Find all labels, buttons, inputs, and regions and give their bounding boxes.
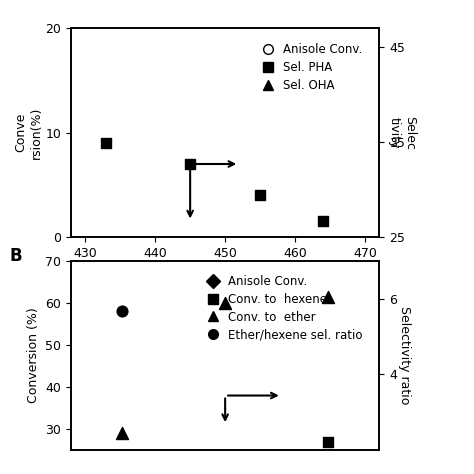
Point	[319, 218, 327, 225]
Legend: Anisole Conv., Sel. PHA, Sel. OHA: Anisole Conv., Sel. PHA, Sel. OHA	[251, 38, 367, 96]
Point	[256, 191, 264, 199]
Legend: Anisole Conv., Conv. to  hexene, Conv. to  ether, Ether/hexene sel. ratio: Anisole Conv., Conv. to hexene, Conv. to…	[196, 270, 367, 346]
Point	[102, 139, 110, 147]
Point	[221, 299, 229, 307]
Point	[324, 438, 332, 446]
X-axis label: Temperature (K): Temperature (K)	[155, 265, 295, 280]
Y-axis label: Conve
rsion(%): Conve rsion(%)	[15, 107, 43, 159]
Point	[324, 293, 332, 301]
Y-axis label: Selectivity ratio: Selectivity ratio	[398, 306, 410, 405]
Text: B: B	[9, 247, 22, 265]
Point	[118, 308, 126, 315]
Point	[186, 160, 194, 168]
Y-axis label: Conversion (%): Conversion (%)	[27, 308, 40, 403]
Y-axis label: Selec
tivity: Selec tivity	[388, 116, 416, 150]
Point	[118, 429, 126, 437]
